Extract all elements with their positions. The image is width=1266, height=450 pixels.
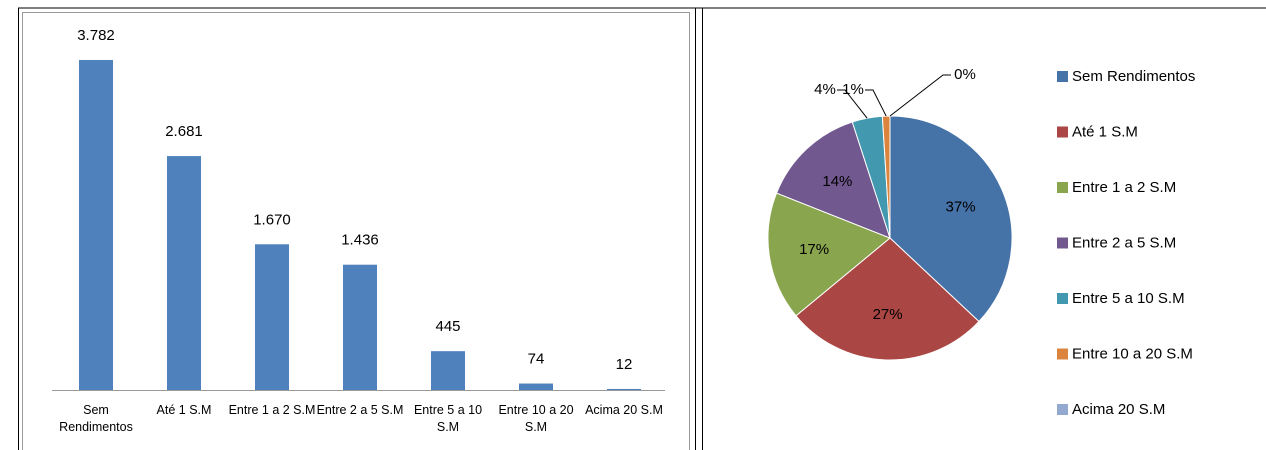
legend-swatch (1057, 293, 1068, 304)
x-tick-label: Entre 10 a 20 S.M (498, 403, 574, 434)
x-tick-label: Entre 1 a 2 S.M (228, 403, 316, 417)
bar (79, 60, 113, 390)
chart-frame (22, 12, 690, 450)
pie-slice (889, 115, 1013, 323)
pie-slice (795, 237, 980, 361)
leader-line (865, 89, 887, 117)
legend-label: Entre 5 a 10 S.M (1072, 290, 1185, 307)
data-label: 14% (822, 173, 852, 190)
x-tick-label: Entre 5 a 10 S.M (413, 403, 483, 434)
bar (167, 156, 201, 390)
bar (607, 388, 641, 390)
data-label: 1.436 (341, 232, 379, 249)
legend-label: Sem Rendimentos (1072, 68, 1195, 85)
data-label: 27% (873, 306, 903, 323)
data-label: 445 (435, 318, 460, 335)
pie-slice (767, 192, 891, 317)
data-label: 1.670 (253, 211, 291, 228)
x-tick-label: Entre 2 a 5 S.M (316, 403, 404, 417)
legend-swatch (1057, 71, 1068, 82)
legend-label: Até 1 S.M (1072, 123, 1138, 140)
legend-swatch (1057, 348, 1068, 360)
data-label: 4% (814, 81, 836, 98)
legend-label: Entre 10 a 20 S.M (1072, 345, 1193, 362)
data-label: 3.782 (77, 27, 115, 44)
x-tick-label: Acima 20 S.M (585, 403, 663, 417)
data-label: 17% (799, 241, 829, 258)
data-label: 12 (616, 356, 633, 373)
legend-label: Entre 1 a 2 S.M (1072, 179, 1176, 196)
legend-swatch (1057, 237, 1068, 249)
data-label: 74 (528, 351, 545, 368)
legend-label: Entre 2 a 5 S.M (1072, 234, 1176, 251)
leader-line (837, 89, 868, 119)
legend-label: Acima 20 S.M (1072, 401, 1165, 418)
bar (431, 351, 465, 390)
legend-swatch (1057, 126, 1068, 138)
x-tick-label: Sem Rendimentos (59, 403, 133, 434)
bar (255, 244, 289, 390)
legend-swatch (1057, 182, 1068, 193)
x-tick-label: Até 1 S.M (156, 403, 212, 417)
legend-swatch (1057, 404, 1068, 415)
bar (343, 264, 377, 390)
data-label: 0% (954, 66, 976, 83)
data-label: 2.681 (165, 123, 203, 140)
bar (519, 383, 553, 390)
data-label: 1% (842, 81, 864, 98)
leader-line (889, 74, 951, 117)
data-label: 37% (946, 198, 976, 215)
